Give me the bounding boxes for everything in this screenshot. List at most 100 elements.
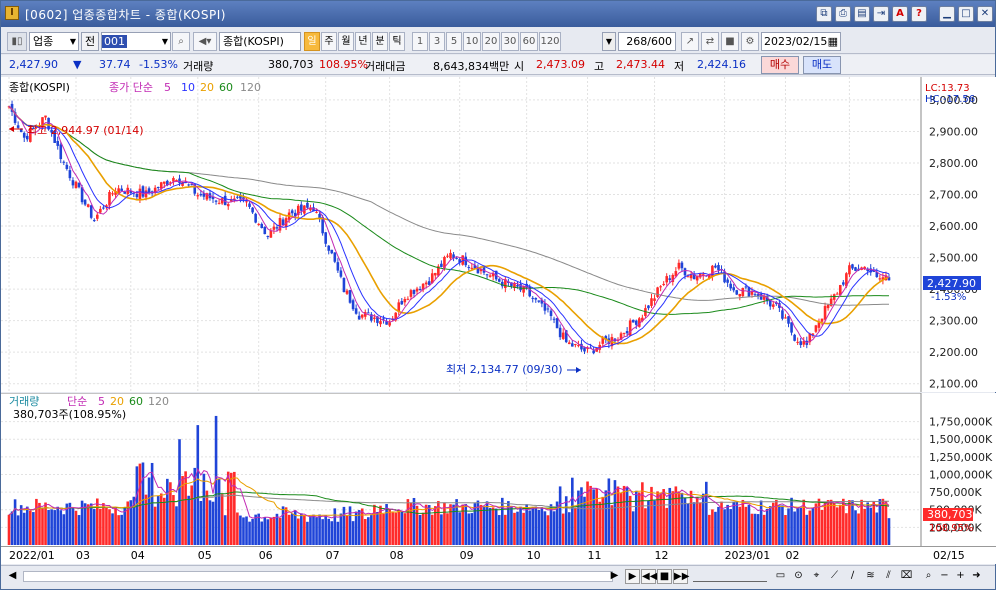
sell-button[interactable]: 매도 <box>803 56 841 74</box>
low-label: 저 <box>674 60 685 73</box>
volume-bar <box>467 513 471 545</box>
volume-bar <box>409 502 413 545</box>
settings-icon[interactable]: ⚙ <box>741 32 759 51</box>
candle-body <box>558 327 562 338</box>
close-button[interactable]: ✕ <box>977 6 993 22</box>
zoom-in-icon[interactable]: + <box>956 570 965 581</box>
volume-bar <box>845 513 848 545</box>
volume-bar <box>455 499 458 545</box>
candle-body <box>144 190 148 198</box>
date-label: 2022/01 <box>9 549 55 562</box>
date-axis: 2022/01 03 04 05 06 07 08 09 10 11 12 2023/01 02 02/… <box>1 546 996 564</box>
fib-tool-icon[interactable]: ≋ <box>866 570 875 581</box>
fast-forward-icon[interactable]: ▶▶ <box>673 569 690 584</box>
volume-bar <box>360 508 364 545</box>
zoom-out-icon[interactable]: − <box>940 570 949 581</box>
scrollbar-track[interactable] <box>23 571 613 582</box>
arrow-right-icon[interactable]: ➜ <box>972 570 981 581</box>
volume-bar <box>300 513 303 545</box>
volume-bar <box>705 481 708 545</box>
volume-bar <box>869 507 873 545</box>
volume-chart[interactable]: 1,750,000K 1,500,000K 1,250,000K 1,000,000K… <box>1 393 996 546</box>
title-bar[interactable]: I [0602] 업종종합차트 - 종합(KOSPI) ⧉ ⎙ ▤ ⇥ A ? … <box>1 1 995 27</box>
candle-body <box>851 264 854 269</box>
minute-button[interactable]: 20 <box>482 32 500 51</box>
minute-button[interactable]: 5 <box>446 32 462 51</box>
font-icon[interactable]: A <box>892 6 908 22</box>
link-icon[interactable]: ⧉ <box>816 6 832 22</box>
period-button[interactable]: 틱 <box>389 32 405 51</box>
hc-value: HC:-17.56 <box>925 94 975 105</box>
print-icon[interactable]: ⎙ <box>835 6 851 22</box>
period-button[interactable]: 주 <box>321 32 337 51</box>
send-icon[interactable]: ⇥ <box>873 6 889 22</box>
candle-body <box>251 207 254 213</box>
period-button[interactable]: 일 <box>304 32 320 51</box>
line-tool-icon[interactable]: ∕ <box>850 570 855 581</box>
minute-button[interactable]: 60 <box>520 32 538 51</box>
period-button[interactable]: 월 <box>338 32 354 51</box>
candle-body <box>638 318 641 327</box>
candle-body <box>814 325 818 332</box>
candle-body <box>220 198 224 204</box>
speed-slider[interactable] <box>693 571 767 582</box>
minute-button[interactable]: 3 <box>429 32 445 51</box>
volume-bar <box>427 505 431 545</box>
candle-body <box>662 283 665 286</box>
play-icon[interactable]: ▶ <box>625 569 640 584</box>
minute-button[interactable]: 10 <box>463 32 481 51</box>
candle-body <box>214 200 218 202</box>
minimize-button[interactable]: ▁ <box>939 6 955 22</box>
trend-tool-icon[interactable]: ↗ <box>681 32 699 51</box>
zoom-area-icon[interactable]: ▭ <box>775 570 786 581</box>
compare-icon[interactable]: ⇄ <box>701 32 719 51</box>
minute-dropdown[interactable]: ▼ <box>602 32 616 51</box>
date-field[interactable]: 2023/02/15 ▦ <box>761 32 841 51</box>
minute-button[interactable]: 1 <box>412 32 428 51</box>
maximize-button[interactable]: □ <box>958 6 974 22</box>
code-input[interactable]: 001 ▼ <box>101 32 171 51</box>
price-chart[interactable]: 3,000.00 2,900.00 2,800.00 2,700.00 2,600.00… <box>1 77 996 392</box>
candle-body <box>878 278 882 280</box>
trend-icon[interactable]: ⟋ <box>831 570 838 581</box>
search-icon[interactable]: ⌕ <box>172 32 190 51</box>
candle-body <box>13 112 17 123</box>
candle-body <box>178 178 181 184</box>
period-button[interactable]: 년 <box>355 32 371 51</box>
crosshair-icon[interactable]: ⌖ <box>813 570 820 581</box>
volume-bar <box>190 485 193 545</box>
volume-bar <box>239 515 242 545</box>
volume-bar <box>333 508 337 545</box>
prev-button[interactable]: 전 <box>81 32 99 51</box>
candle-body <box>601 337 605 344</box>
minute-button[interactable]: 120 <box>539 32 561 51</box>
volume-bar <box>461 504 465 545</box>
volume-bar <box>126 501 130 545</box>
channel-icon[interactable]: ⫽ <box>886 570 891 581</box>
candle-body <box>105 205 108 207</box>
scroll-right-icon[interactable]: ▶ <box>610 570 619 581</box>
save-icon[interactable]: ■ <box>721 32 739 51</box>
rewind-icon[interactable]: ◀◀ <box>641 569 658 584</box>
scroll-left-icon[interactable]: ◀ <box>8 570 17 581</box>
count-field[interactable]: 268/600 <box>618 32 676 51</box>
buy-button[interactable]: 매수 <box>761 56 799 74</box>
volume-bar <box>68 502 72 545</box>
candle-body <box>363 312 367 317</box>
volume-bar <box>38 502 41 545</box>
market-select[interactable]: 업종 ▼ <box>29 32 79 51</box>
candle-body <box>394 312 398 321</box>
candle-body <box>111 193 114 195</box>
stop-icon[interactable]: ■ <box>657 569 672 584</box>
period-button[interactable]: 분 <box>372 32 388 51</box>
candle-body <box>732 287 736 291</box>
speaker-icon[interactable]: ◀▾ <box>193 32 217 51</box>
help-icon[interactable]: ? <box>911 6 927 22</box>
save-screen-icon[interactable]: ▤ <box>854 6 870 22</box>
volume-bar <box>473 503 477 545</box>
cursor-icon[interactable]: ⊙ <box>794 570 803 581</box>
text-tool-icon[interactable]: ⌧ <box>900 570 913 581</box>
zoom-icon[interactable]: ⌕ <box>925 570 932 581</box>
chart-type-icon[interactable]: ▮▯ <box>7 32 27 51</box>
minute-button[interactable]: 30 <box>501 32 519 51</box>
